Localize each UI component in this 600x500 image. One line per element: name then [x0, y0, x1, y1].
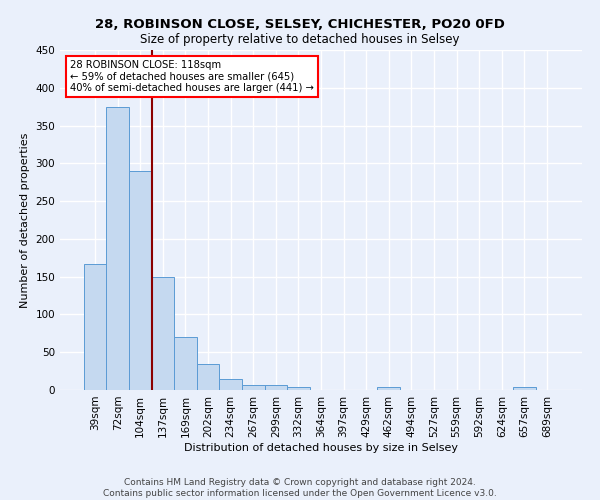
- Y-axis label: Number of detached properties: Number of detached properties: [20, 132, 30, 308]
- Bar: [287, 387, 310, 390]
- Bar: [513, 387, 536, 390]
- Bar: [174, 337, 197, 390]
- Bar: [129, 171, 152, 390]
- Bar: [106, 106, 129, 390]
- Bar: [220, 380, 242, 390]
- Bar: [152, 278, 174, 390]
- Bar: [242, 384, 265, 390]
- Bar: [265, 384, 287, 390]
- Text: Size of property relative to detached houses in Selsey: Size of property relative to detached ho…: [140, 32, 460, 46]
- Text: 28 ROBINSON CLOSE: 118sqm
← 59% of detached houses are smaller (645)
40% of semi: 28 ROBINSON CLOSE: 118sqm ← 59% of detac…: [70, 60, 314, 94]
- X-axis label: Distribution of detached houses by size in Selsey: Distribution of detached houses by size …: [184, 442, 458, 452]
- Text: 28, ROBINSON CLOSE, SELSEY, CHICHESTER, PO20 0FD: 28, ROBINSON CLOSE, SELSEY, CHICHESTER, …: [95, 18, 505, 30]
- Bar: [197, 364, 220, 390]
- Bar: [377, 387, 400, 390]
- Text: Contains HM Land Registry data © Crown copyright and database right 2024.
Contai: Contains HM Land Registry data © Crown c…: [103, 478, 497, 498]
- Bar: [84, 264, 106, 390]
